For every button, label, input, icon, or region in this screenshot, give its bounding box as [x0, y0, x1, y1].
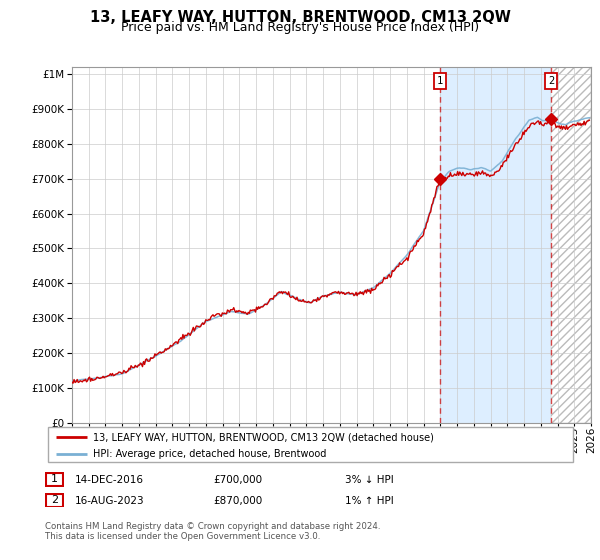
FancyBboxPatch shape: [46, 493, 63, 507]
Text: £700,000: £700,000: [213, 475, 262, 485]
Text: 13, LEAFY WAY, HUTTON, BRENTWOOD, CM13 2QW: 13, LEAFY WAY, HUTTON, BRENTWOOD, CM13 2…: [89, 10, 511, 25]
Text: 1% ↑ HPI: 1% ↑ HPI: [345, 496, 394, 506]
Bar: [440, 67, 551, 423]
Text: Contains HM Land Registry data © Crown copyright and database right 2024.
This d: Contains HM Land Registry data © Crown c…: [45, 522, 380, 542]
Text: 16-AUG-2023: 16-AUG-2023: [75, 496, 145, 506]
Text: 2: 2: [548, 76, 554, 86]
Text: HPI: Average price, detached house, Brentwood: HPI: Average price, detached house, Bren…: [92, 449, 326, 459]
Text: 3% ↓ HPI: 3% ↓ HPI: [345, 475, 394, 485]
FancyBboxPatch shape: [48, 427, 573, 462]
Bar: [551, 67, 591, 423]
Text: 1: 1: [51, 474, 58, 484]
Text: £870,000: £870,000: [213, 496, 262, 506]
FancyBboxPatch shape: [46, 473, 63, 486]
Text: Price paid vs. HM Land Registry's House Price Index (HPI): Price paid vs. HM Land Registry's House …: [121, 21, 479, 34]
Text: 13, LEAFY WAY, HUTTON, BRENTWOOD, CM13 2QW (detached house): 13, LEAFY WAY, HUTTON, BRENTWOOD, CM13 2…: [92, 432, 433, 442]
Text: 2: 2: [51, 495, 58, 505]
Bar: [551, 67, 591, 423]
Text: 14-DEC-2016: 14-DEC-2016: [75, 475, 144, 485]
Text: 1: 1: [437, 76, 443, 86]
